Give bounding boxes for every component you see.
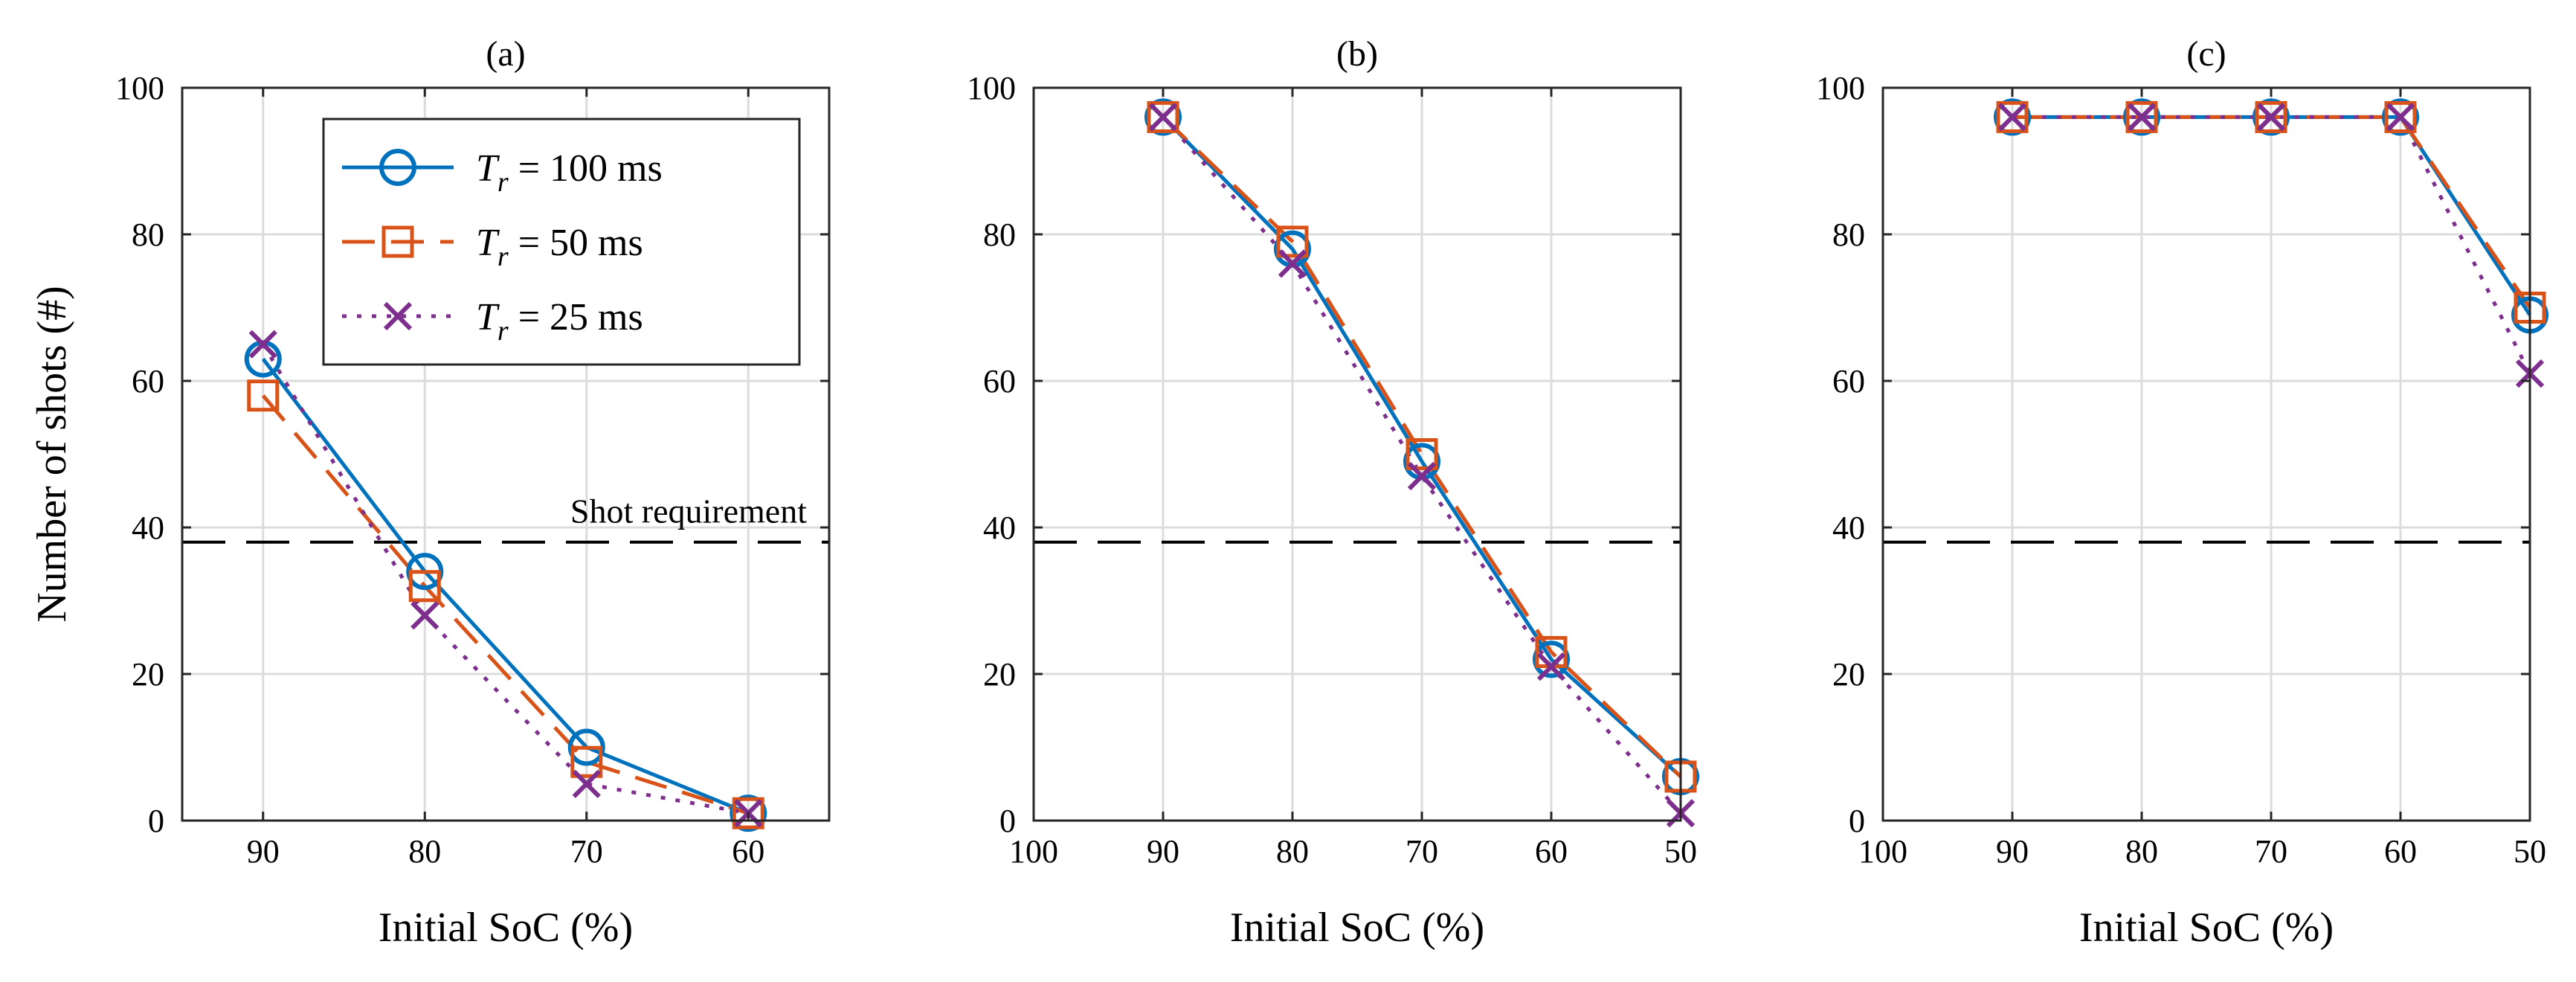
panel-c-series-0-point-1 [2123, 98, 2160, 136]
panel-b-title: (b) [1336, 34, 1378, 74]
panel-c-series-1-point-1 [2125, 100, 2158, 133]
panel-a-xtick-label-80: 80 [408, 833, 441, 870]
panel-c-series-1-point-3 [2384, 100, 2417, 133]
panel-b-background [1034, 88, 1681, 821]
panel-a-series-0-point-1 [406, 553, 444, 591]
panel-c-xtick-label-50: 50 [2514, 833, 2546, 870]
panel-b-ytick-label-80: 80 [983, 216, 1016, 253]
panel-b: 100 90 80 70 60 50 0 20 40 60 80 100 (b) Initial SoC … [967, 34, 1699, 951]
panel-a-series-2-line [261, 343, 749, 815]
legend-label-1: Tr = 50 ms [476, 222, 643, 272]
panel-c-ytick-label-60: 60 [1832, 363, 1865, 399]
panel-a-axis-box [181, 86, 831, 822]
panel-a-series-0-line [261, 357, 750, 815]
panel-c-series-2-point-3 [2386, 103, 2415, 132]
panel-a-ytick-label-0: 0 [148, 803, 164, 839]
panel-a-series-2-point-1 [410, 601, 439, 630]
panel-b-ytick-label-40: 40 [983, 510, 1016, 546]
panel-a-series-1-line [261, 394, 750, 815]
panel-a-series-0-point-2 [567, 728, 605, 766]
panel-c-series-0-point-3 [2382, 98, 2419, 136]
panel-a-xtick-label-60: 60 [732, 833, 764, 870]
panel-a-series-1-point-3 [732, 797, 764, 829]
panel-b-xtick-label-100: 100 [1009, 833, 1058, 870]
panel-c-series-2-point-0 [1997, 103, 2027, 132]
panel-c-xtick-label-60: 60 [2384, 833, 2417, 870]
panel-c-series-1-point-0 [1996, 100, 2029, 133]
panel-a-ytick-label-40: 40 [132, 510, 164, 546]
panel-a-series-1-point-2 [570, 745, 603, 778]
panel-b-axis-box [1032, 86, 1682, 822]
panel-c-series-0-point-0 [1994, 98, 2031, 136]
panel-b-ytick-label-60: 60 [983, 363, 1016, 399]
panel-a-xlabel: Initial SoC (%) [379, 905, 633, 951]
panel-a-reference-label: Shot requirement [570, 492, 807, 530]
panel-b-xtick-label-90: 90 [1147, 833, 1179, 870]
legend-marker-2 [383, 301, 413, 331]
panel-b-xtick-label-70: 70 [1405, 833, 1438, 870]
panel-c-xtick-label-100: 100 [1858, 833, 1907, 870]
panel-c-background [1883, 88, 2530, 821]
panel-b-xlabel: Initial SoC (%) [1230, 905, 1484, 951]
panel-c-ytick-label-20: 20 [1832, 656, 1865, 693]
panel-b-series-1-line [1162, 115, 1682, 778]
panel-b-series-0-point-0 [1144, 98, 1182, 136]
panel-c-series-0-point-2 [2253, 98, 2290, 136]
panel-a-xtick-label-90: 90 [247, 833, 280, 870]
panel-a-ytick-label-100: 100 [115, 70, 164, 106]
panel-c-series-2-point-2 [2256, 103, 2286, 132]
panel-b-series-2-point-0 [1148, 103, 1178, 132]
panel-a-series-0-point-3 [730, 795, 767, 832]
panel-b-ytick-label-20: 20 [983, 656, 1016, 693]
panel-a-ytick-label-80: 80 [132, 216, 164, 253]
panel-a-ylabel: Number of shots (#) [29, 286, 75, 623]
panel-c-title: (c) [2186, 34, 2226, 74]
panel-c-xlabel: Initial SoC (%) [2079, 905, 2334, 951]
panel-c-xtick-label-90: 90 [1996, 833, 2029, 870]
panel-b-xtick-label-60: 60 [1535, 833, 1568, 870]
panel-b-series-1-point-0 [1147, 100, 1179, 133]
panel-c-xtick-label-80: 80 [2125, 833, 2158, 870]
legend-label-2: Tr = 25 ms [476, 296, 643, 347]
panel-c-ytick-label-0: 0 [1849, 803, 1865, 839]
panel-c-axis-box [1881, 86, 2531, 822]
panel-a-ytick-label-60: 60 [132, 363, 164, 399]
panel-c: 100 90 80 70 60 50 0 20 40 60 80 100 (c) Initial SoC … [1816, 34, 2548, 951]
panel-a: Shot requirement 90 80 70 60 0 20 40 60 80 100 (a) I… [29, 34, 831, 951]
panel-b-series-2-point-2 [1407, 461, 1437, 491]
legend-marker-1 [381, 225, 414, 258]
legend-label-0: Tr = 100 ms [476, 147, 663, 198]
panel-b-series-0-line [1162, 115, 1682, 778]
panel-b-series-1-point-2 [1405, 438, 1438, 470]
panel-a-title: (a) [486, 34, 525, 74]
panel-a-series-1-point-0 [247, 379, 280, 412]
panel-b-series-2-point-1 [1278, 249, 1307, 278]
panel-b-xtick-label-50: 50 [1664, 833, 1697, 870]
legend-marker-0 [379, 149, 416, 186]
panel-c-ytick-label-80: 80 [1832, 216, 1865, 253]
panel-a-series-2-point-0 [248, 330, 277, 359]
panel-a-ytick-label-20: 20 [132, 656, 164, 693]
panel-b-series-0-point-3 [1533, 641, 1570, 678]
panel-c-series-1-point-2 [2255, 100, 2287, 133]
panel-c-series-2-point-1 [2127, 103, 2157, 132]
panel-b-ytick-label-100: 100 [967, 70, 1016, 106]
panel-b-xtick-label-80: 80 [1276, 833, 1309, 870]
panel-b-series-2-point-3 [1536, 652, 1566, 681]
panel-c-ytick-label-100: 100 [1816, 70, 1865, 106]
panel-a-series-1-point-1 [408, 570, 441, 603]
panel-c-xtick-label-70: 70 [2255, 833, 2287, 870]
panel-b-series-1-point-1 [1276, 225, 1309, 258]
panel-a-series-2-point-2 [572, 769, 601, 798]
panel-b-ytick-label-0: 0 [999, 803, 1016, 839]
panel-c-ytick-label-40: 40 [1832, 510, 1865, 546]
panel-a-legend: Tr = 100 ms Tr = 50 ms Tr = 25 ms [322, 118, 801, 366]
panel-a-xtick-label-70: 70 [570, 833, 603, 870]
